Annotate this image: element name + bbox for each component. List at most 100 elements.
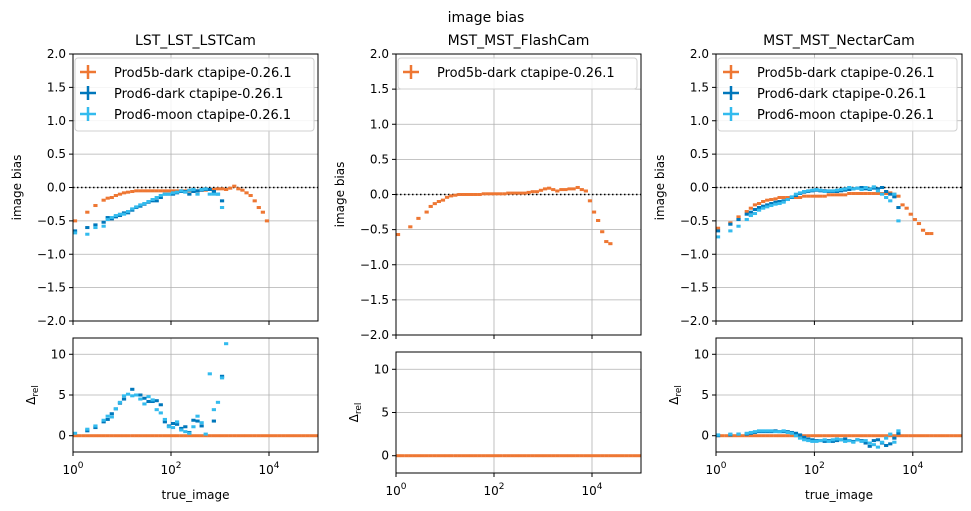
data-point — [575, 454, 580, 458]
data-point — [195, 189, 200, 193]
data-point — [162, 434, 167, 438]
data-point — [744, 434, 749, 438]
data-point — [215, 187, 221, 191]
data-point — [534, 454, 539, 458]
data-point — [830, 189, 835, 193]
data-point — [744, 431, 749, 435]
data-point — [264, 434, 270, 438]
data-point — [769, 204, 774, 208]
data-point — [428, 454, 433, 458]
data-point — [518, 454, 523, 458]
data-point — [628, 454, 633, 458]
data-point — [875, 192, 881, 196]
panel-5: 2.0 1.5 1.0 0.5 0.0 −0.5 −1.0 −1.5 −2.0 image bia… — [653, 33, 963, 328]
data-point — [134, 393, 139, 397]
data-point — [587, 199, 593, 203]
data-point — [461, 193, 466, 196]
y-tick-label: −1.0 — [680, 247, 709, 261]
data-point — [240, 434, 245, 438]
data-point — [154, 196, 159, 200]
data-point — [174, 190, 180, 194]
data-point — [134, 189, 139, 193]
legend-marker-icon — [80, 107, 96, 121]
x-tick-label: 104 — [258, 461, 279, 477]
data-point — [810, 438, 815, 442]
data-point — [863, 186, 868, 189]
data-point — [301, 434, 306, 438]
data-point — [810, 434, 815, 438]
data-point — [875, 187, 881, 191]
data-point — [117, 434, 123, 438]
data-point — [289, 434, 294, 438]
data-point — [834, 193, 840, 197]
data-point — [900, 203, 905, 207]
data-point — [896, 434, 901, 438]
data-point — [888, 199, 893, 203]
data-point — [571, 454, 576, 458]
data-point — [567, 454, 572, 458]
data-point — [847, 192, 852, 196]
data-point — [912, 218, 917, 222]
data-point — [85, 210, 90, 214]
data-point — [818, 439, 823, 443]
data-point — [773, 202, 778, 206]
data-point — [724, 434, 729, 438]
y-tick-label: −1.0 — [37, 247, 66, 261]
data-point — [93, 434, 98, 438]
data-point — [785, 430, 790, 434]
data-point — [408, 225, 413, 229]
y-tick-label: 1.5 — [370, 82, 389, 96]
data-point — [781, 429, 786, 433]
data-point — [72, 229, 78, 233]
data-point — [636, 454, 642, 458]
data-point — [793, 434, 799, 438]
data-point — [473, 454, 478, 458]
data-point — [941, 434, 946, 438]
data-point — [166, 425, 172, 429]
data-point — [85, 232, 90, 236]
data-point — [752, 203, 758, 207]
y-tick-label: 1.0 — [370, 117, 389, 131]
legend-marker-icon — [723, 107, 739, 121]
data-point — [773, 430, 778, 434]
data-point — [888, 434, 893, 438]
data-point — [166, 192, 172, 196]
data-point — [904, 206, 909, 210]
data-point — [125, 210, 131, 214]
data-point — [871, 443, 876, 447]
data-point — [166, 189, 172, 193]
data-point — [748, 206, 753, 210]
data-point — [174, 422, 180, 426]
data-point — [765, 429, 770, 433]
data-point — [150, 434, 155, 438]
data-point — [138, 397, 143, 401]
data-point — [830, 439, 835, 443]
data-point — [916, 434, 922, 438]
data-point — [884, 436, 889, 440]
data-point — [851, 440, 856, 444]
data-point — [191, 418, 196, 422]
data-point — [199, 424, 204, 428]
data-point — [436, 200, 441, 204]
y-axis-label: image bias — [653, 155, 667, 221]
data-point — [244, 434, 249, 438]
legend-marker-icon — [723, 86, 739, 100]
legend-box — [74, 57, 315, 132]
data-point — [834, 439, 840, 443]
data-point — [879, 192, 885, 196]
data-point — [563, 454, 568, 458]
data-point — [85, 429, 90, 433]
data-point — [183, 425, 188, 429]
data-point — [744, 210, 749, 214]
data-point — [170, 191, 176, 195]
data-point — [105, 417, 110, 421]
data-point — [728, 432, 733, 436]
legend: Prod5b-dark ctapipe-0.26.1 Prod6-dark cta… — [717, 57, 958, 132]
data-point — [260, 434, 265, 438]
data-point — [871, 434, 876, 438]
data-point — [146, 400, 151, 404]
y-tick-label: 0 — [381, 449, 389, 463]
data-point — [884, 192, 889, 196]
data-point — [855, 438, 860, 442]
data-point — [236, 187, 241, 191]
